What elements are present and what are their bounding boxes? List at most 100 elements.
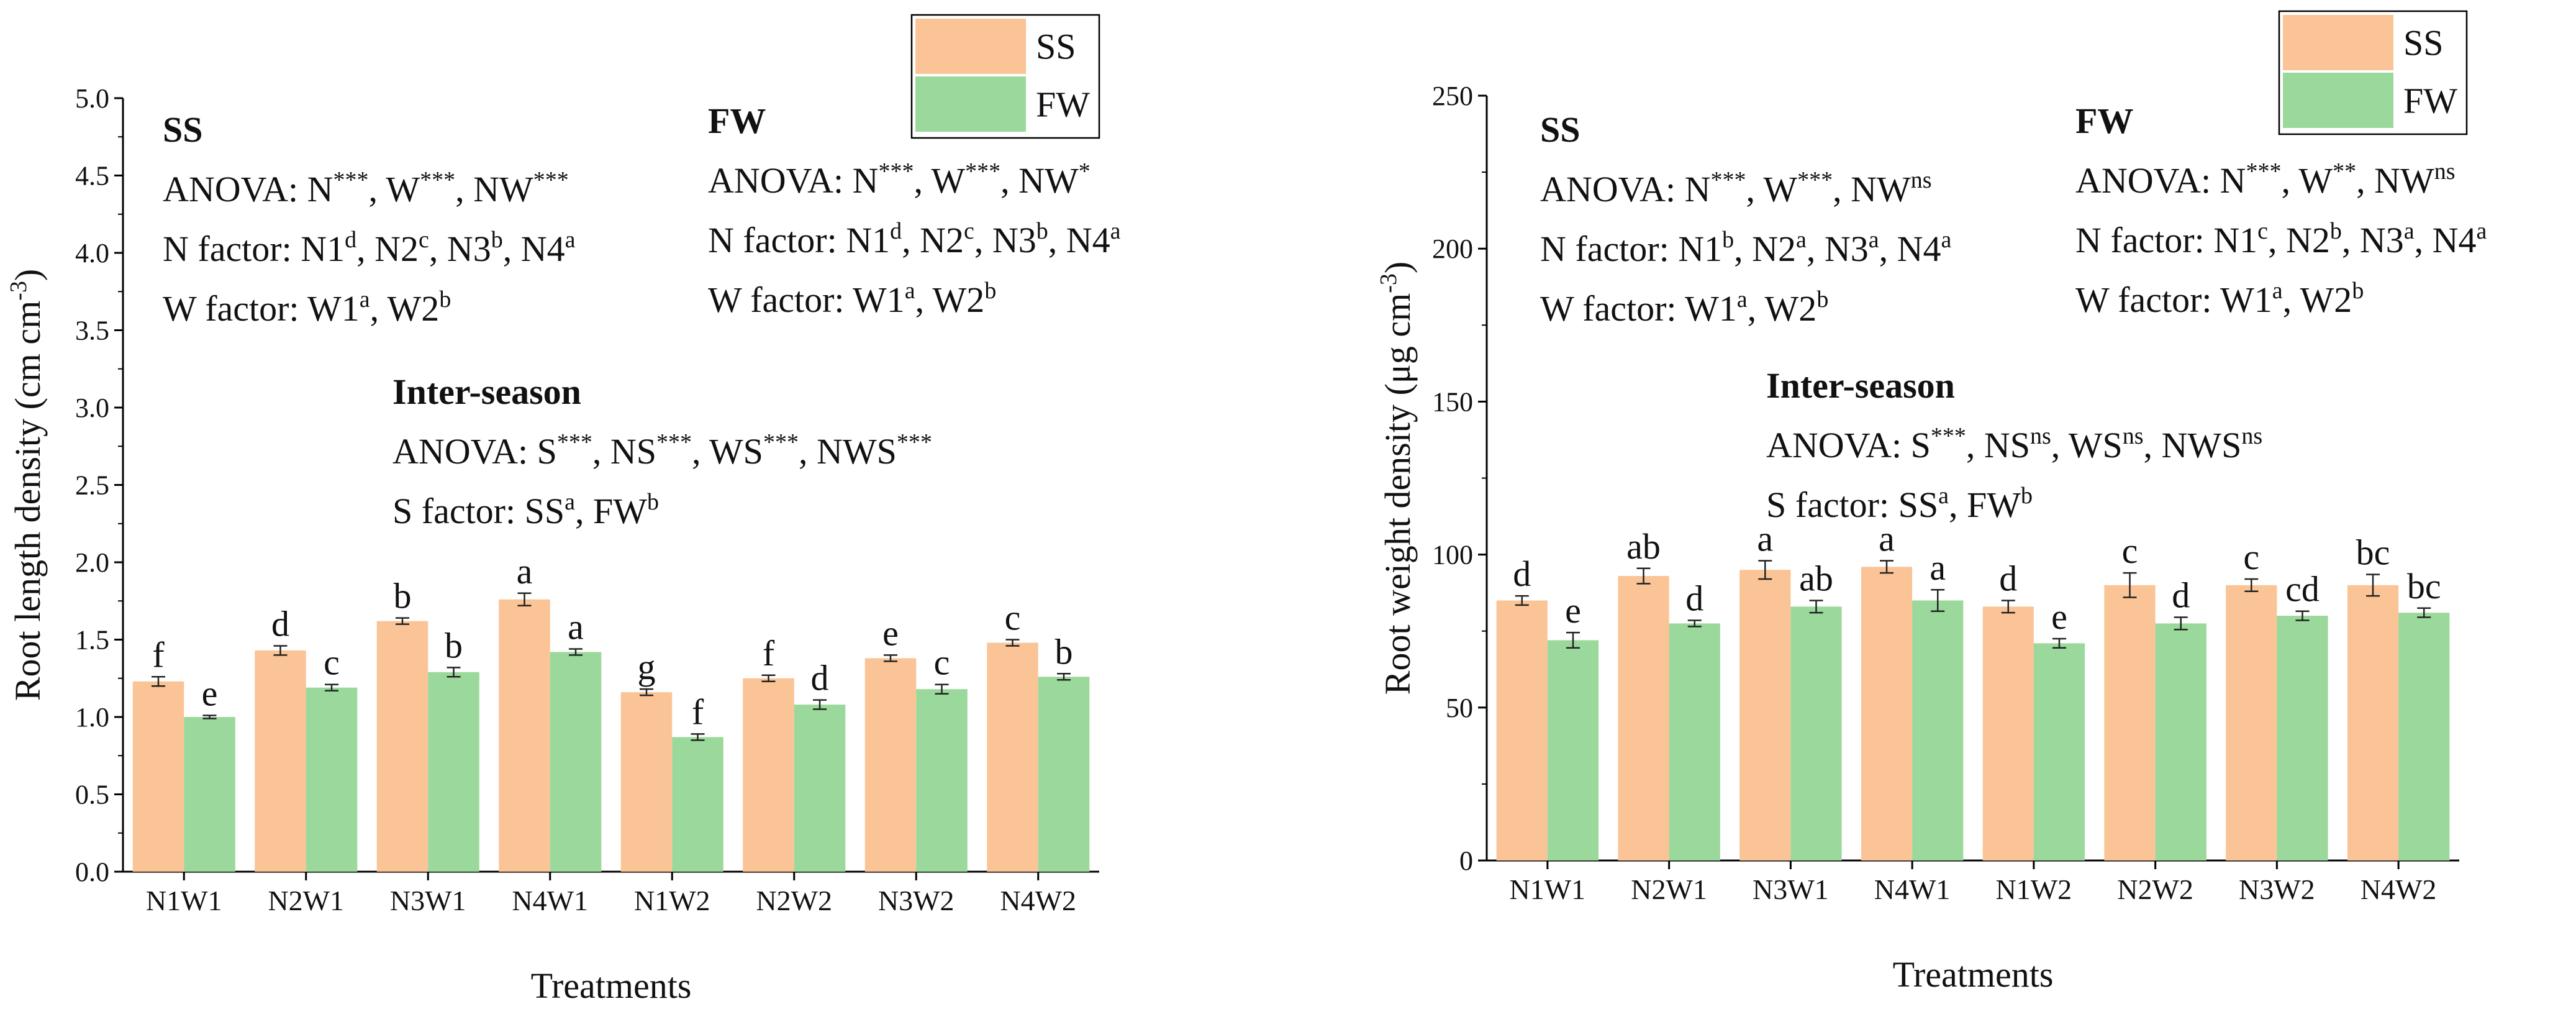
x-tick-label: N4W2 — [1000, 885, 1076, 916]
annotation-text: , N2 — [2268, 220, 2330, 260]
superscript: *** — [1710, 167, 1746, 193]
y-tick-label: 50 — [1446, 693, 1473, 723]
superscript: a — [565, 489, 575, 515]
annotation-text: , N2 — [1734, 229, 1796, 269]
superscript: b — [2021, 483, 2033, 509]
annotation-line-fw: ANOVA: N***, W***, NW* — [708, 158, 1091, 201]
significance-letter: bc — [2407, 566, 2441, 606]
significance-letter: cd — [2285, 569, 2320, 610]
legend-swatch-ss — [915, 19, 1026, 74]
x-tick-label: N4W1 — [1874, 874, 1951, 905]
bar-fw — [184, 717, 235, 872]
significance-letter: e — [1565, 590, 1581, 631]
annotation-text: W factor: W1 — [1540, 288, 1737, 329]
x-tick-label: N3W2 — [878, 885, 955, 916]
significance-letter: c — [1005, 598, 1021, 638]
significance-letter: e — [202, 673, 218, 714]
root-length-density-chart: 0.0 0.5 1.0 1.5 2.0 2.5 3.0 3.5 4.0 4.5 5.0 Root le… — [6, 14, 1121, 1006]
bar-ss — [2104, 585, 2156, 861]
significance-letter: ab — [1799, 558, 1833, 598]
bar-ss — [2347, 585, 2399, 861]
y-axis-title-sup: -3 — [1376, 273, 1402, 293]
significance-letter: a — [517, 551, 533, 591]
significance-letter: bc — [2356, 532, 2390, 573]
annotation-line-ss: ANOVA: N***, W***, NWns — [1540, 167, 1932, 209]
superscript: *** — [965, 158, 1000, 185]
annotation-text: , W — [2281, 160, 2333, 201]
annotation-text: , N3 — [1807, 229, 1869, 269]
annotation-title-inter: Inter-season — [392, 372, 581, 412]
legend-label: FW — [2403, 81, 2457, 121]
annotation-title-ss: SS — [1540, 109, 1581, 150]
bar-ss — [1496, 600, 1548, 861]
annotation-line-fw: N factor: N1d, N2c, N3b, N4a — [708, 218, 1121, 260]
x-tick-label: N2W2 — [2117, 874, 2193, 905]
y-tick-label: 2.5 — [75, 470, 109, 501]
annotation-text: , WS — [2051, 425, 2123, 465]
annotation-text: , NWS — [2144, 425, 2242, 465]
x-tick-label: N2W1 — [268, 885, 344, 916]
significance-letter: d — [2172, 575, 2190, 616]
y-axis-title: Root weight density (μg cm-3) — [1376, 262, 1418, 695]
superscript: ns — [2434, 158, 2456, 185]
bar-ss — [864, 658, 917, 872]
bar-ss — [987, 642, 1038, 872]
superscript: c — [964, 218, 974, 244]
bar-ss — [1861, 567, 1913, 861]
superscript: b — [2330, 218, 2342, 244]
significance-letter: f — [692, 692, 704, 732]
y-axis-title-close: ) — [7, 269, 48, 281]
annotation-title-fw: FW — [2075, 101, 2133, 141]
annotation-text: , N2 — [902, 220, 964, 260]
significance-letter: b — [1055, 631, 1073, 672]
bar-fw — [794, 705, 846, 872]
superscript: *** — [333, 167, 368, 193]
annotation-text: , N3 — [2342, 220, 2404, 260]
annotation-text: , N4 — [503, 229, 565, 269]
annotation-text: , N4 — [1879, 229, 1941, 269]
y-tick-label: 250 — [1432, 81, 1473, 111]
legend-swatch-fw — [2283, 73, 2393, 128]
y-axis-title-close: ) — [1377, 262, 1418, 273]
x-tick-label: N4W1 — [512, 885, 588, 916]
superscript: *** — [1931, 423, 1966, 449]
superscript: *** — [557, 429, 592, 455]
bar-fw — [1038, 677, 1090, 872]
superscript: a — [1938, 483, 1949, 509]
annotation-text: ANOVA: N — [2075, 160, 2246, 201]
bar-ss — [620, 692, 673, 872]
significance-letter: g — [637, 647, 655, 687]
significance-letter: d — [811, 658, 829, 698]
bar-ss — [2226, 585, 2277, 861]
superscript: a — [2477, 218, 2487, 244]
annotation-text: , FW — [575, 491, 647, 531]
y-tick-label: 3.5 — [75, 316, 109, 346]
legend-label: FW — [1036, 84, 1090, 125]
annotation-text: , W — [914, 160, 965, 201]
superscript: b — [439, 286, 451, 313]
superscript: *** — [420, 167, 455, 193]
y-tick-label: 200 — [1432, 234, 1473, 264]
superscript: a — [360, 286, 370, 313]
annotation-line-fw: ANOVA: N***, W**, NWns — [2075, 158, 2456, 201]
annotation-line-ss: N factor: N1d, N2c, N3b, N4a — [163, 227, 576, 269]
annotation-line-fw: W factor: W1a, W2b — [2075, 278, 2364, 320]
superscript: *** — [763, 429, 799, 455]
annotation-text: , N4 — [1048, 220, 1110, 260]
annotation-line-ss: ANOVA: N***, W***, NW*** — [163, 167, 569, 209]
significance-letter: b — [445, 625, 463, 665]
annotation-text: , N4 — [2415, 220, 2477, 260]
annotation-text: ANOVA: N — [708, 160, 878, 201]
y-tick-label: 0.5 — [75, 780, 109, 810]
annotation-text: , W — [368, 169, 420, 209]
superscript: *** — [878, 158, 914, 185]
y-axis-title-text: Root length density (cm cm — [7, 301, 48, 701]
x-axis-title: Treatments — [1893, 954, 2054, 995]
y-tick-label: 5.0 — [75, 83, 109, 114]
annotation-line-inter: S factor: SSa, FWb — [392, 489, 659, 531]
annotation-text: , NWS — [799, 431, 897, 472]
annotation-text: , W2 — [915, 280, 985, 320]
annotation-text: , NW — [2356, 160, 2434, 201]
annotation-text: W factor: W1 — [163, 288, 360, 329]
superscript: b — [491, 227, 503, 253]
